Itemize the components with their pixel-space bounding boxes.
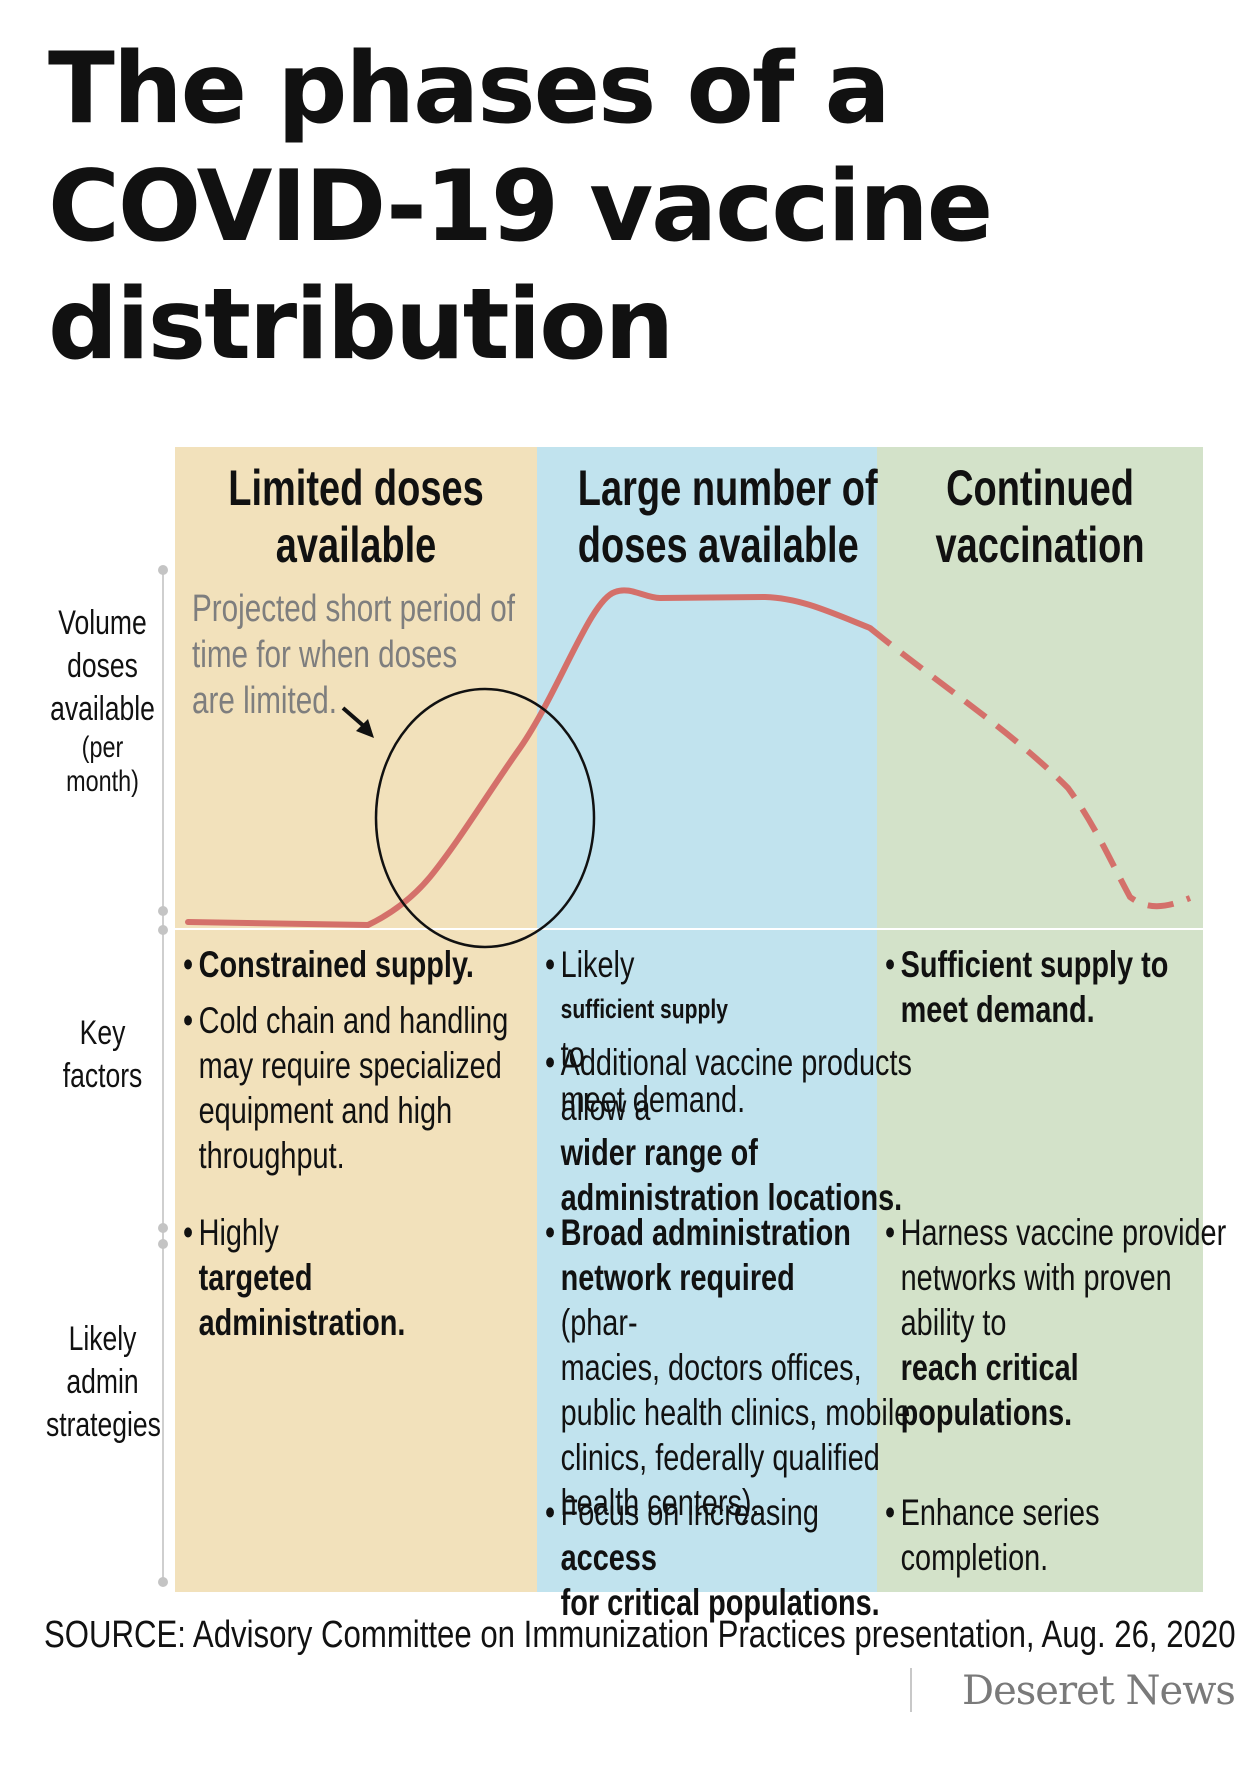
bullet-line: Focus on increasing access <box>561 1490 880 1580</box>
dose-volume-curve <box>185 587 1192 949</box>
row-label-volume-line: available <box>50 690 155 728</box>
phase-large-heading-line-1: Large number of <box>577 460 878 516</box>
bullet-line: networks with proven <box>900 1257 1172 1298</box>
bullet-line: Constrained supply. <box>198 944 474 985</box>
row-label-volume-line: (per <box>81 731 124 764</box>
bullet-line: Cold chain and handling <box>198 1000 509 1041</box>
bullet-emphasis: targeted <box>198 1257 313 1298</box>
infographic-title: The phases of a COVID-19 vaccine distrib… <box>48 30 1208 384</box>
row-axis-rail <box>162 570 164 1585</box>
annotation-line: are limited. <box>192 680 337 722</box>
phase-limited-heading-line-2: available <box>275 517 437 573</box>
strategy-item: Highly targeted administration. <box>183 1210 405 1345</box>
deseret-news-logo: Deseret News <box>962 1668 1236 1714</box>
bullet-emphasis: wider range of <box>560 1132 758 1173</box>
bullet-line: throughput. <box>198 1135 345 1176</box>
title-line-3: distribution <box>48 268 674 382</box>
phase-continued-heading-line-2: vaccination <box>935 517 1145 573</box>
rail-dot <box>158 925 168 935</box>
bullet-line: equipment and high <box>198 1090 453 1131</box>
title-line-1: The phases of a <box>48 32 891 146</box>
bullet-line: clinics, federally qualified <box>560 1437 880 1478</box>
bullet-line: may require specialized <box>198 1045 502 1086</box>
strategy-item: Harness vaccine provider networks with p… <box>885 1210 1226 1435</box>
bullet-line: for critical populations. <box>560 1582 880 1623</box>
phase-continued-heading-line-1: Continued <box>946 460 1134 516</box>
bullet-text: Likely <box>560 944 635 985</box>
rail-dot <box>158 1239 168 1249</box>
bullet-line: Harness vaccine provider <box>900 1212 1227 1253</box>
limited-period-annotation: Projected short period of time for when … <box>192 586 515 724</box>
rail-dot <box>158 565 168 575</box>
key-factor-item: Additional vaccine products allow a wide… <box>545 1040 912 1220</box>
rail-dot <box>158 906 168 916</box>
strategy-item: Broad administration network required (p… <box>545 1210 910 1525</box>
bullet-line: administration. <box>198 1302 406 1343</box>
rail-dot <box>158 1577 168 1587</box>
bullet-line: Sufficient supply to <box>900 944 1169 985</box>
bullet-line: Highly targeted <box>199 1210 406 1300</box>
bullet-line: Additional vaccine products <box>560 1042 912 1083</box>
row-label-key-line: Key <box>79 1014 126 1052</box>
bullet-line: Enhance series <box>900 1492 1100 1533</box>
bullet-line: public health clinics, mobile <box>560 1392 911 1433</box>
bullet-line: allow a wider range of <box>561 1085 912 1175</box>
strategy-item: Focus on increasing access for critical … <box>545 1490 880 1625</box>
bullet-emphasis: reach critical <box>900 1347 1079 1388</box>
bullet-line: Broad administration <box>560 1212 851 1253</box>
limited-period-circle <box>374 687 596 949</box>
bullet-text: allow a <box>560 1087 651 1128</box>
key-factor-item: Constrained supply. <box>183 942 474 987</box>
row-label-strategies-line: Likely <box>68 1320 137 1358</box>
row-label-volume: Volume doses available (per month) <box>46 602 159 799</box>
key-factor-item: Sufficient supply to meet demand. <box>885 942 1168 1032</box>
strategy-item: Enhance series completion. <box>885 1490 1100 1580</box>
phase-continued-heading: Continued vaccination <box>916 460 1164 574</box>
bullet-emphasis: network required <box>560 1257 795 1298</box>
bullet-text: (phar- <box>560 1302 638 1343</box>
annotation-arrow-head <box>356 719 374 738</box>
row-label-volume-line: Volume <box>58 604 147 642</box>
bullet-text: Highly <box>198 1212 279 1253</box>
bullet-text: Focus on increasing <box>560 1492 819 1533</box>
bullet-line: meet demand. <box>900 989 1095 1030</box>
footer-divider <box>910 1668 912 1712</box>
bullet-line: populations. <box>900 1392 1073 1433</box>
annotation-arrow <box>341 706 368 730</box>
phase-large-heading-line-2: doses available <box>577 517 859 573</box>
title-line-2: COVID-19 vaccine <box>48 150 993 264</box>
bullet-line: completion. <box>900 1537 1049 1578</box>
source-credit: SOURCE: Advisory Committee on Immunizati… <box>44 1614 1236 1656</box>
curve-solid-segment <box>185 587 873 929</box>
row-label-strategies-line: admin <box>66 1363 139 1401</box>
key-factor-item: Cold chain and handling may require spec… <box>183 998 508 1178</box>
row-label-volume-line: month) <box>66 765 139 798</box>
phase-limited-heading: Limited doses available <box>218 460 493 574</box>
bullet-line: macies, doctors offices, <box>560 1347 862 1388</box>
curve-dashed-segment <box>868 625 1192 910</box>
bullet-line: network required (phar- <box>561 1255 911 1345</box>
bullet-emphasis: sufficient supply <box>560 994 728 1024</box>
bullet-emphasis: access <box>560 1537 657 1578</box>
row-divider <box>175 928 1203 930</box>
annotation-line: Projected short period of <box>192 588 515 630</box>
row-label-key-factors: Key factors <box>46 1012 159 1098</box>
row-label-volume-line: doses <box>67 647 138 685</box>
rail-dot <box>158 1223 168 1233</box>
annotation-line: time for when doses <box>192 634 458 676</box>
row-label-strategies: Likely admin strategies <box>45 1318 161 1447</box>
row-label-strategies-line: strategies <box>45 1406 161 1444</box>
phase-limited-heading-line-1: Limited doses <box>228 460 484 516</box>
bullet-text: ability to <box>900 1302 1007 1343</box>
bullet-line: ability to reach critical <box>901 1300 1227 1390</box>
row-label-key-line: factors <box>62 1057 143 1095</box>
phase-large-heading: Large number of doses available <box>577 460 878 574</box>
